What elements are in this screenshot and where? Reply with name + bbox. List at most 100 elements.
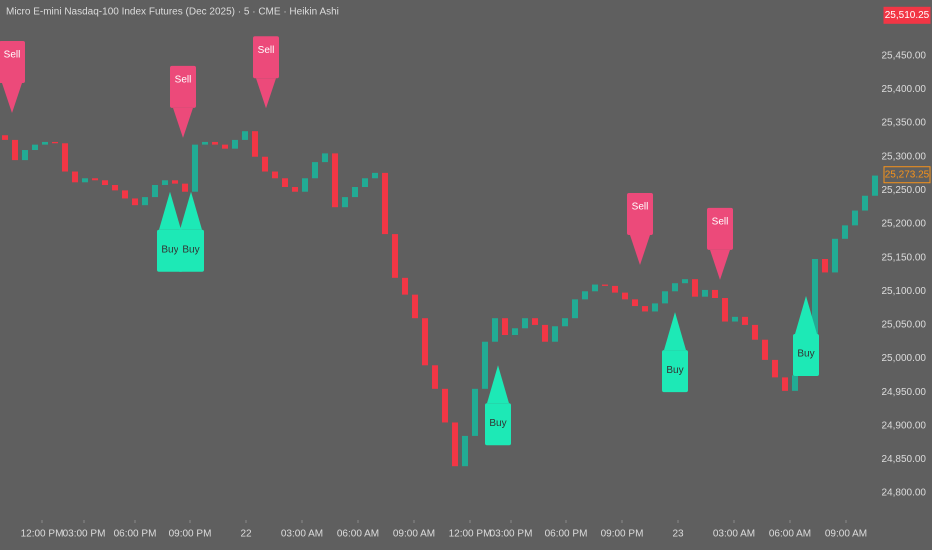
candle-body [312, 162, 318, 179]
candle-body [132, 198, 138, 206]
sell-box [0, 41, 25, 84]
candle-body [512, 328, 518, 336]
candle-body [432, 365, 438, 389]
x-tick-label: 06:00 PM [545, 529, 588, 540]
candle-body [112, 184, 118, 191]
candle-body [242, 131, 248, 140]
buy-box [485, 403, 511, 446]
candle-body [482, 341, 488, 389]
candle-body [722, 298, 728, 322]
candle-body [212, 141, 218, 145]
candle-body [2, 135, 8, 140]
candle-body [92, 178, 98, 181]
candle-body [352, 187, 358, 198]
x-tick-label: 12:00 PM [21, 529, 64, 540]
candle-body [342, 197, 348, 208]
candle-body [592, 284, 598, 292]
signal-label: Buy [666, 365, 683, 376]
candle-body [172, 180, 178, 184]
candle-body [642, 306, 648, 312]
candle-body [702, 289, 708, 297]
candle-body [872, 175, 878, 196]
y-tick-label: 25,100.00 [882, 286, 927, 297]
y-tick-label: 25,200.00 [882, 219, 927, 230]
x-tick-label: 06:00 PM [114, 529, 157, 540]
y-tick-label: 25,150.00 [882, 252, 927, 263]
candle-body [102, 180, 108, 185]
candle-body [672, 283, 678, 292]
candle-body [72, 171, 78, 183]
price-tag [883, 166, 931, 184]
candle-body [52, 141, 58, 144]
candle-body [682, 279, 688, 284]
candle-body [32, 144, 38, 151]
candle-body [12, 139, 18, 161]
candle-body [122, 190, 128, 199]
y-tick-label: 25,000.00 [882, 353, 927, 364]
candle-body [142, 197, 148, 206]
candle-body [842, 225, 848, 239]
candle-body [292, 187, 298, 192]
candle-body [452, 422, 458, 467]
signal-label: Buy [182, 244, 199, 255]
x-tick-label: 03:00 PM [63, 529, 106, 540]
candle-body [612, 285, 618, 293]
signal-label: Sell [4, 50, 21, 61]
candle-body [492, 318, 498, 342]
signal-label: Sell [175, 75, 192, 86]
candle-body [332, 153, 338, 208]
y-tick-label: 24,900.00 [882, 420, 927, 431]
y-tick-label: 25,300.00 [882, 151, 927, 162]
candle-body [372, 172, 378, 179]
y-tick-label: 25,350.00 [882, 118, 927, 129]
candle-body [572, 299, 578, 319]
candle-body [762, 339, 768, 360]
candle-body [22, 150, 28, 161]
candle-body [82, 178, 88, 183]
candle-body [582, 291, 588, 300]
buy-box [178, 229, 204, 272]
candle-body [282, 178, 288, 188]
x-tick-label: 12:00 PM [449, 529, 492, 540]
candle-body [542, 324, 548, 342]
buy-arrow [664, 312, 686, 351]
signal-label: Buy [161, 244, 178, 255]
candle-body [502, 318, 508, 336]
candle-body [652, 303, 658, 312]
candle-body [392, 234, 398, 278]
x-tick-label: 03:00 AM [281, 529, 323, 540]
y-tick-label: 25,450.00 [882, 50, 927, 61]
candle-body [252, 131, 258, 157]
sell-box [707, 207, 733, 250]
candle-body [162, 180, 168, 185]
y-tick-label: 25,250.00 [882, 185, 927, 196]
y-tick-label: 24,850.00 [882, 454, 927, 465]
candle-body [232, 139, 238, 149]
sell-arrow [173, 107, 193, 138]
buy-box [157, 229, 183, 272]
candle-body [602, 284, 608, 286]
sell-box [170, 65, 196, 108]
signal-label: Sell [712, 216, 729, 227]
candle-body [552, 326, 558, 342]
sell-box [253, 36, 279, 79]
candle-body [202, 141, 208, 145]
candle-body [402, 277, 408, 295]
candle-body [302, 178, 308, 192]
candle-body [822, 258, 828, 273]
y-tick-label: 25,400.00 [882, 84, 927, 95]
x-tick-label: 09:00 PM [169, 529, 212, 540]
candle-body [262, 156, 268, 172]
price-tag-label: 25,510.25 [885, 10, 930, 21]
sell-arrow [710, 249, 730, 280]
x-tick-label: 22 [240, 529, 252, 540]
candle-body [462, 435, 468, 467]
buy-arrow [487, 365, 509, 404]
candle-body [732, 316, 738, 322]
candle-body [632, 299, 638, 307]
candle-body [862, 195, 868, 211]
buy-arrow [795, 295, 817, 334]
candle-body [782, 377, 788, 391]
candle-body [152, 184, 158, 198]
